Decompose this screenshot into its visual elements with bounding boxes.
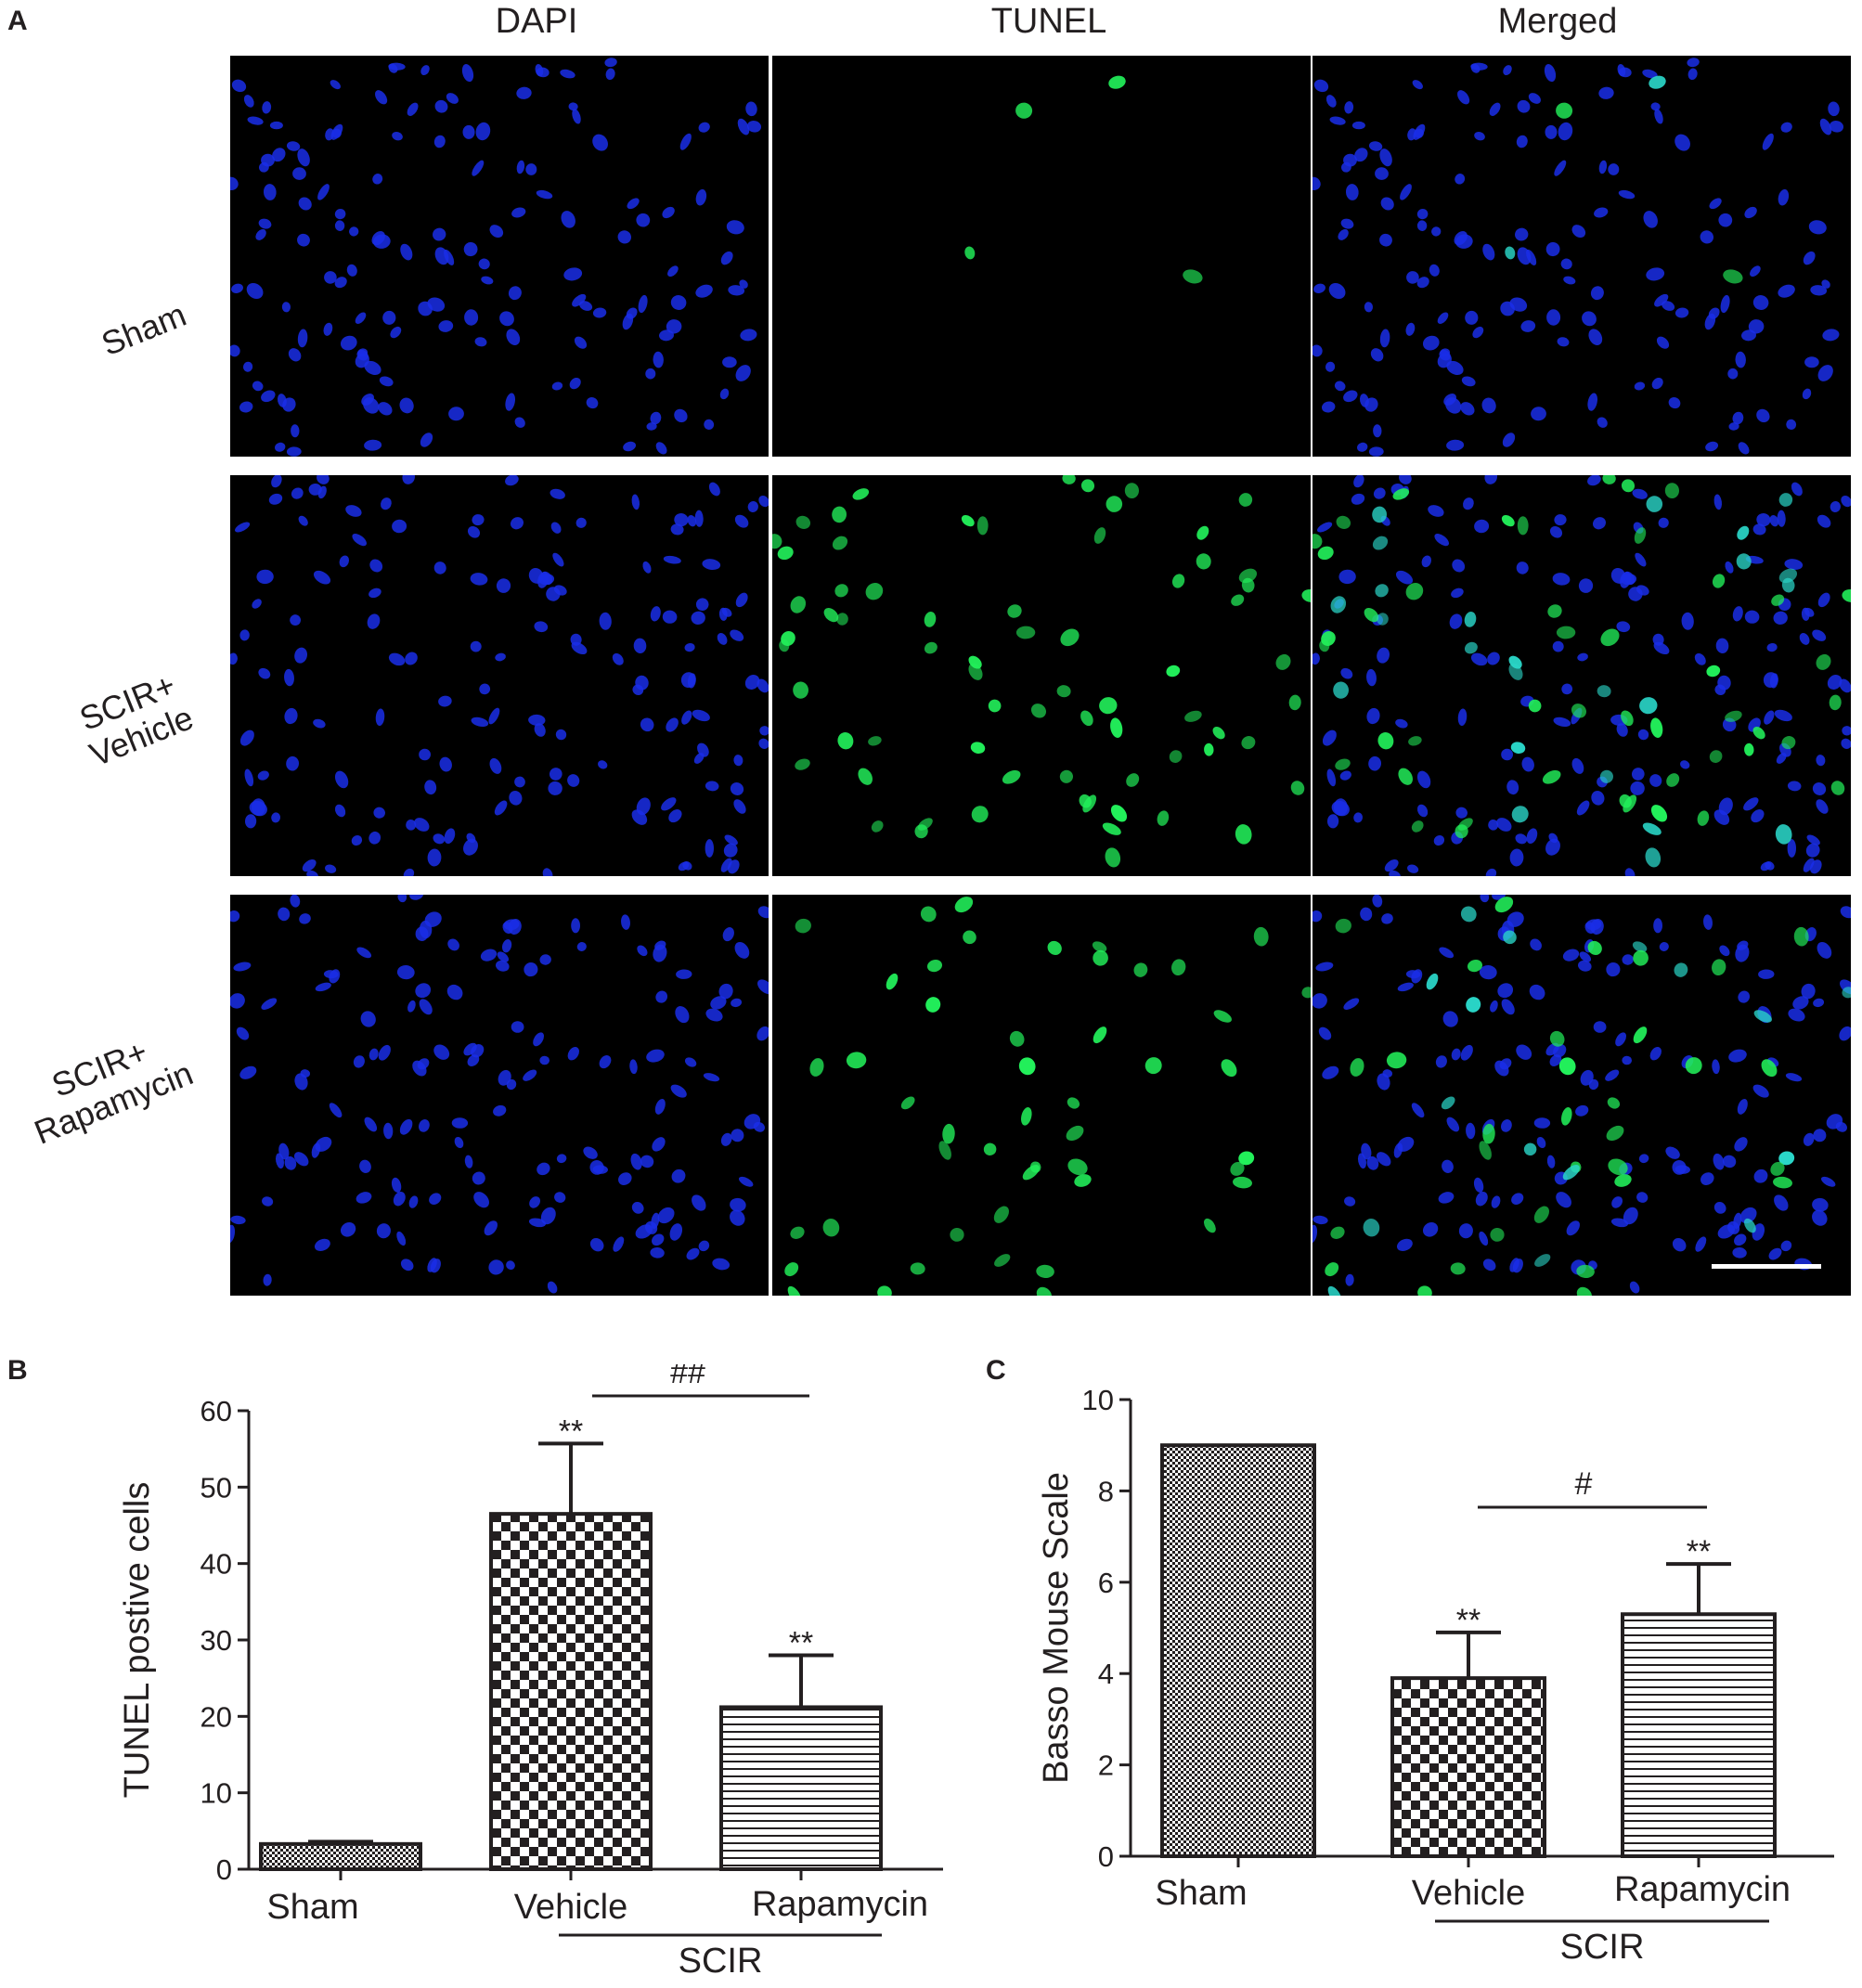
row-label-scir-rapamycin: SCIR+ Rapamycin: [3, 1015, 212, 1157]
y-tick-label: 20: [200, 1700, 232, 1733]
y-tick-label: 8: [1098, 1475, 1114, 1507]
comparison-label: #: [1575, 1466, 1593, 1502]
x-tick-label-vehicle: Vehicle: [1412, 1874, 1526, 1913]
micrograph-scir-vehicle-merged: [1312, 475, 1851, 876]
row-label-scir-vehicle: SCIR+ Vehicle: [44, 653, 226, 785]
micrograph-scir-rapamycin-dapi: [230, 895, 769, 1296]
micrograph-sham-tunel: [772, 56, 1311, 457]
micrograph-sham-merged: [1312, 56, 1851, 457]
comparison-label: ##: [670, 1364, 705, 1390]
row-label-sham: Sham: [72, 286, 215, 372]
bar-sham: [259, 1841, 422, 1872]
x-tick-label-sham: Sham: [1155, 1874, 1247, 1913]
y-tick-label: 50: [200, 1471, 232, 1504]
y-tick-label: 4: [1098, 1658, 1114, 1690]
y-tick-label: 6: [1098, 1567, 1114, 1599]
bar-sham: [1160, 1443, 1316, 1858]
significance-mark: **: [1456, 1603, 1481, 1638]
micrograph-scir-rapamycin-tunel: [772, 895, 1311, 1296]
y-tick-label: 30: [200, 1624, 232, 1657]
y-tick-label: 10: [200, 1777, 232, 1810]
chart-c-basso-mouse-scale: 0 2 4 6 8 10 Basso Mouse Scale Sham Vehicle ** Rap…: [1037, 1384, 1834, 1967]
column-header-merged: Merged: [1497, 2, 1618, 41]
panel-c-letter: C: [986, 1355, 1006, 1386]
micrograph-scir-vehicle-tunel: [772, 475, 1311, 876]
x-tick-label-rapamycin: Rapamycin: [752, 1885, 928, 1924]
y-tick-label: 0: [1098, 1840, 1114, 1873]
y-tick-label: 60: [200, 1395, 232, 1427]
y-tick-label: 2: [1098, 1749, 1114, 1782]
significance-mark: **: [1687, 1534, 1711, 1569]
column-header-tunel: TUNEL: [990, 2, 1107, 41]
bar-vehicle: [1390, 1676, 1546, 1858]
row-label-sham-line1: Sham: [96, 294, 192, 364]
x-tick-label-vehicle: Vehicle: [514, 1888, 628, 1927]
group-label: SCIR: [1560, 1928, 1645, 1967]
panel-a-letter: A: [7, 6, 28, 36]
y-axis-label: Basso Mouse Scale: [1037, 1472, 1076, 1784]
bar-vehicle: [489, 1512, 653, 1871]
significance-mark: **: [789, 1625, 813, 1660]
chart-b-tunel-positive-cells: 0 10 20 30 40 50 60 TUNEL postive cells Sham Vehi…: [118, 1364, 943, 1981]
y-tick-label: 10: [1082, 1384, 1114, 1416]
x-tick-label-sham: Sham: [266, 1888, 358, 1927]
bar-rapamycin: [719, 1705, 883, 1871]
micrograph-scir-rapamycin-merged: [1312, 895, 1851, 1296]
y-tick-label: 40: [200, 1548, 232, 1581]
significance-mark: **: [559, 1414, 583, 1449]
panel-b-letter: B: [7, 1355, 28, 1386]
micrograph-sham-dapi: [230, 56, 769, 457]
y-tick-label: 0: [216, 1853, 232, 1886]
column-header-dapi: DAPI: [495, 2, 578, 41]
group-label: SCIR: [679, 1942, 763, 1981]
y-axis-label: TUNEL postive cells: [118, 1482, 157, 1799]
bar-rapamycin: [1621, 1612, 1777, 1858]
micrograph-scir-vehicle-dapi: [230, 475, 769, 876]
x-tick-label-rapamycin: Rapamycin: [1614, 1870, 1791, 1909]
